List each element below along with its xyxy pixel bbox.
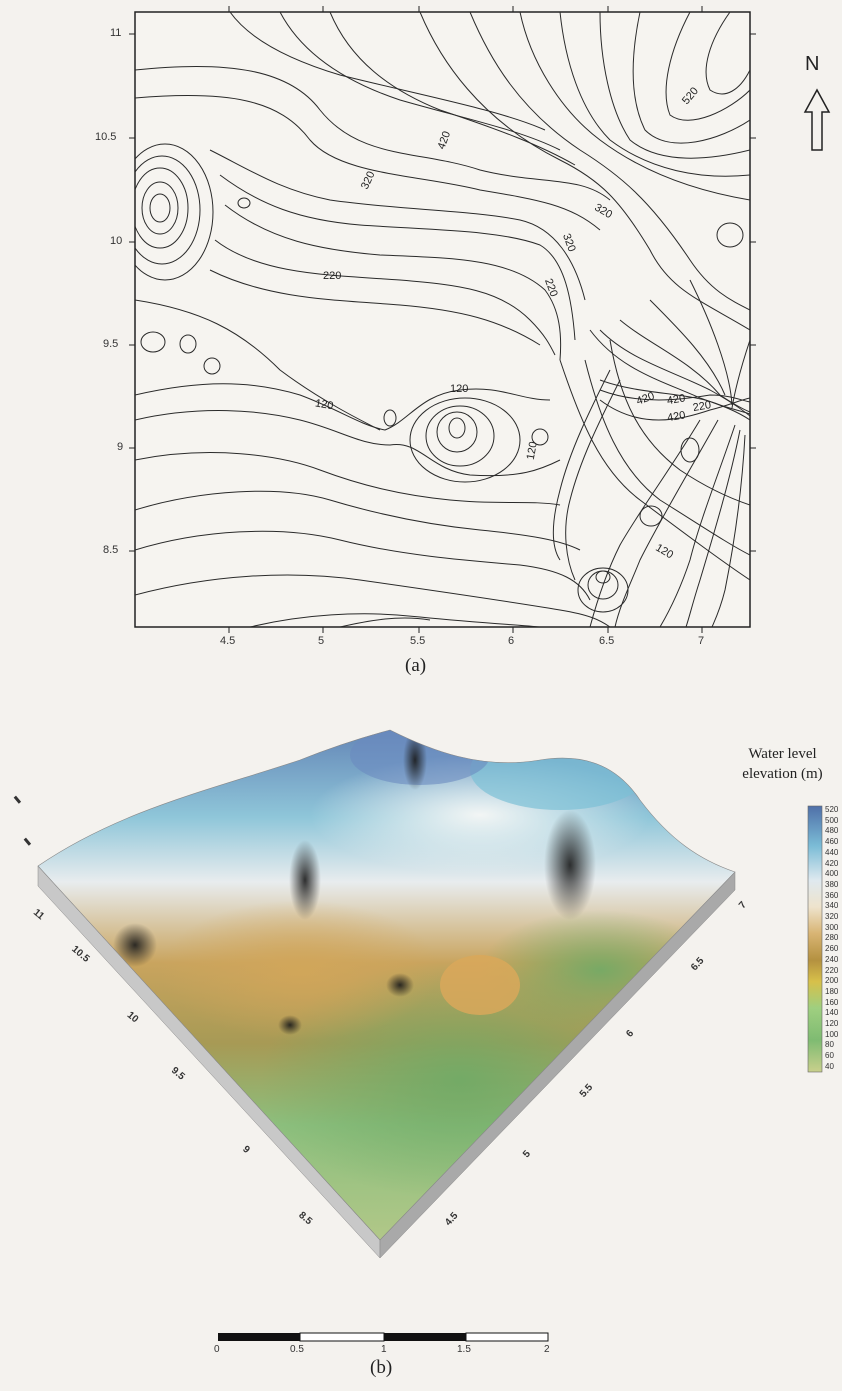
surface-right-tick: 5 [521, 1148, 533, 1160]
contour-label: 220 [692, 399, 712, 414]
legend-value: 100 [825, 1029, 839, 1039]
y-tick-label: 10.5 [95, 131, 117, 143]
legend-value: 280 [825, 933, 839, 943]
x-tick-label: 6 [508, 635, 515, 647]
contour-label: 420 [666, 392, 686, 407]
north-arrow-icon [803, 88, 831, 151]
y-tick-label: 9 [117, 441, 124, 453]
legend-value: 240 [825, 954, 839, 964]
legend-value: 420 [825, 858, 839, 868]
legend-value: 440 [825, 847, 839, 857]
contour-label: 120 [450, 383, 468, 395]
y-tick-label: 11 [110, 27, 122, 39]
legend-title: Water level elevation (m) [725, 744, 840, 784]
legend-value: 180 [825, 986, 839, 996]
x-tick-label: 7 [698, 635, 705, 647]
legend-color-bar [807, 805, 823, 1073]
scale-bar [218, 1332, 549, 1342]
contour-label: 120 [314, 397, 334, 412]
legend-title-line1: Water level [748, 746, 817, 762]
contour-label: 220 [323, 270, 341, 282]
scale-label: 0.5 [290, 1344, 304, 1355]
contour-map: 520 420 320 320 320 220 220 120 120 120 … [129, 6, 831, 633]
contour-lines [135, 12, 750, 627]
contour-map-frame [134, 11, 751, 628]
north-label: N [805, 53, 819, 75]
surface-left-tick: 9.5 [169, 1065, 187, 1083]
x-tick-label: 6.5 [599, 635, 615, 647]
x-tick-label: 5.5 [410, 635, 426, 647]
legend-value: 220 [825, 965, 839, 975]
contour-label: 420 [436, 130, 454, 151]
surface-3d: 11 10.5 10 9.5 9 8.5 7 6.5 6 5.5 5 4.5 [13, 729, 823, 1342]
legend-title-line2: elevation (m) [742, 766, 823, 782]
legend-value: 480 [825, 826, 839, 836]
y-tick-label: 10 [110, 235, 123, 247]
surface-right-tick: 5.5 [578, 1082, 596, 1100]
contour-label: 420 [666, 409, 686, 424]
legend-value: 140 [825, 1008, 839, 1018]
legend-value: 260 [825, 944, 839, 954]
scale-label: 0 [214, 1344, 220, 1355]
surface-left-tick: 10 [125, 1010, 141, 1026]
legend-value: 380 [825, 879, 839, 889]
x-tick-label: 5 [318, 635, 325, 647]
surface-left-tick: 9 [240, 1144, 252, 1156]
legend-value: 80 [825, 1040, 834, 1050]
surface-left-tick: 11 [31, 907, 47, 923]
legend-value: 200 [825, 976, 839, 986]
contour-label: 220 [542, 277, 560, 298]
frame-ticks [129, 6, 756, 633]
surface-left-tick: 10.5 [69, 944, 91, 965]
scale-label: 2 [544, 1344, 550, 1355]
y-tick-label: 8.5 [103, 544, 119, 556]
legend-value: 340 [825, 901, 839, 911]
surface-right-tick: 7 [737, 899, 749, 911]
legend-value: 300 [825, 922, 839, 932]
contour-label: 320 [560, 232, 578, 253]
legend-value: 500 [825, 815, 839, 825]
legend-value: 360 [825, 890, 839, 900]
legend-value: 320 [825, 912, 839, 921]
legend-value: 400 [825, 869, 839, 879]
caption-b: (b) [370, 1357, 393, 1378]
caption-a: (a) [405, 655, 427, 676]
legend-value: 60 [825, 1051, 834, 1061]
legend-value: 460 [825, 837, 839, 847]
legend-value: 520 [825, 805, 839, 814]
legend-value: 120 [825, 1019, 839, 1028]
legend-value: 40 [825, 1061, 834, 1071]
legend-value: 160 [825, 997, 839, 1007]
contour-label: 420 [635, 390, 656, 408]
scale-label: 1.5 [457, 1344, 471, 1355]
surface-right-tick: 4.5 [443, 1210, 461, 1228]
surface-right-tick: 6.5 [689, 955, 707, 973]
surface-left-tick: 8.5 [296, 1210, 314, 1228]
scale-label: 1 [381, 1344, 387, 1355]
surface-right-tick: 6 [624, 1028, 636, 1040]
axis-markers [13, 795, 32, 846]
y-tick-label: 9.5 [103, 338, 119, 350]
x-tick-label: 4.5 [220, 635, 236, 647]
contour-label: 120 [525, 441, 540, 461]
